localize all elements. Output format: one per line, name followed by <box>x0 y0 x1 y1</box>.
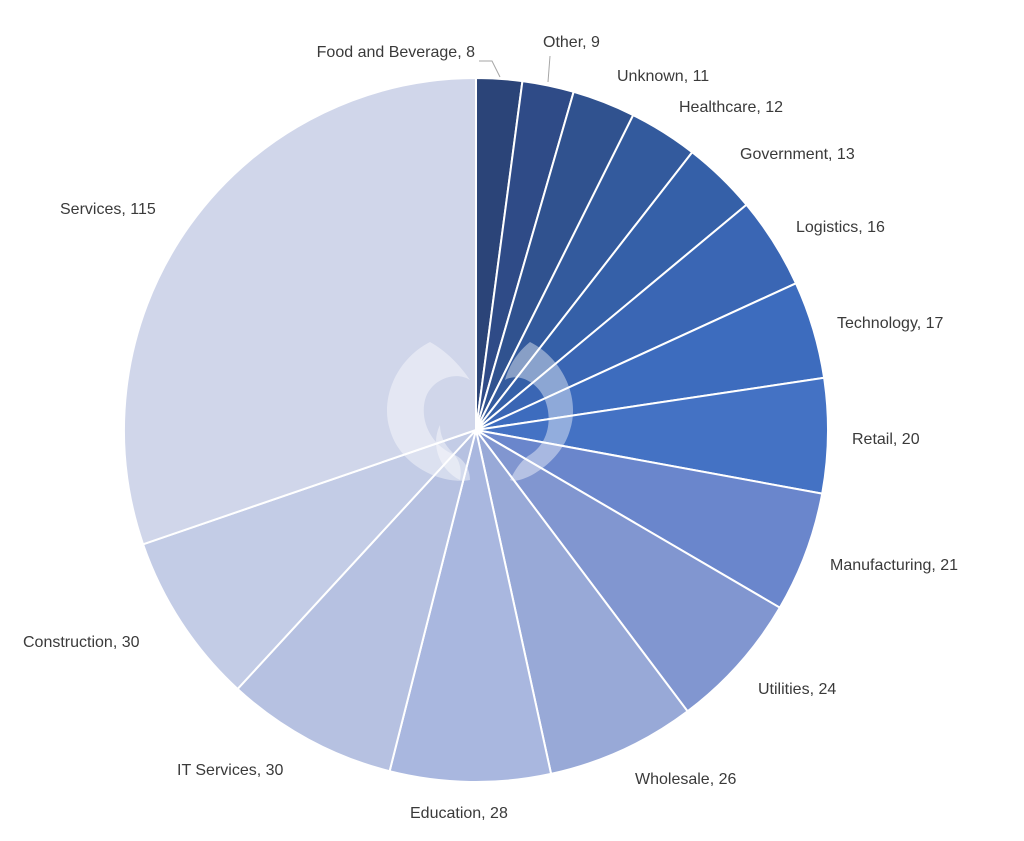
pie-slice-utilities <box>475 429 782 713</box>
slice-label-it-services: IT Services, 30 <box>177 762 284 779</box>
slice-label-unknown: Unknown, 11 <box>617 68 709 85</box>
slice-label-logistics: Logistics, 16 <box>796 219 885 236</box>
slice-label-government: Government, 13 <box>740 146 855 163</box>
pie-slice-services <box>123 76 477 546</box>
pie-slices <box>123 76 829 783</box>
pie-slice-wholesale <box>475 429 689 776</box>
pie-slice-construction <box>141 429 477 691</box>
slice-label-other: Other, 9 <box>543 34 600 51</box>
pie-slice-it-services <box>236 429 477 773</box>
slice-label-food-and-beverage: Food and Beverage, 8 <box>317 44 475 61</box>
slice-label-technology: Technology, 17 <box>837 315 944 332</box>
pie-labels: Food and Beverage, 8 Other, 9 Unknown, 11 H… <box>23 34 958 822</box>
slice-label-wholesale: Wholesale, 26 <box>635 771 736 788</box>
slice-label-services: Services, 115 <box>60 201 156 218</box>
watermark-logo-icon <box>386 342 574 481</box>
slice-label-retail: Retail, 20 <box>852 431 920 448</box>
leader-line-food-and-beverage <box>479 60 501 78</box>
slice-label-construction: Construction, 30 <box>23 634 140 651</box>
slice-label-manufacturing: Manufacturing, 21 <box>830 557 958 574</box>
slice-label-healthcare: Healthcare, 12 <box>679 99 783 116</box>
leader-line-other <box>547 55 551 83</box>
pie-slice-education <box>388 429 553 783</box>
slice-label-education: Education, 28 <box>410 805 508 822</box>
slice-label-utilities: Utilities, 24 <box>758 681 836 698</box>
